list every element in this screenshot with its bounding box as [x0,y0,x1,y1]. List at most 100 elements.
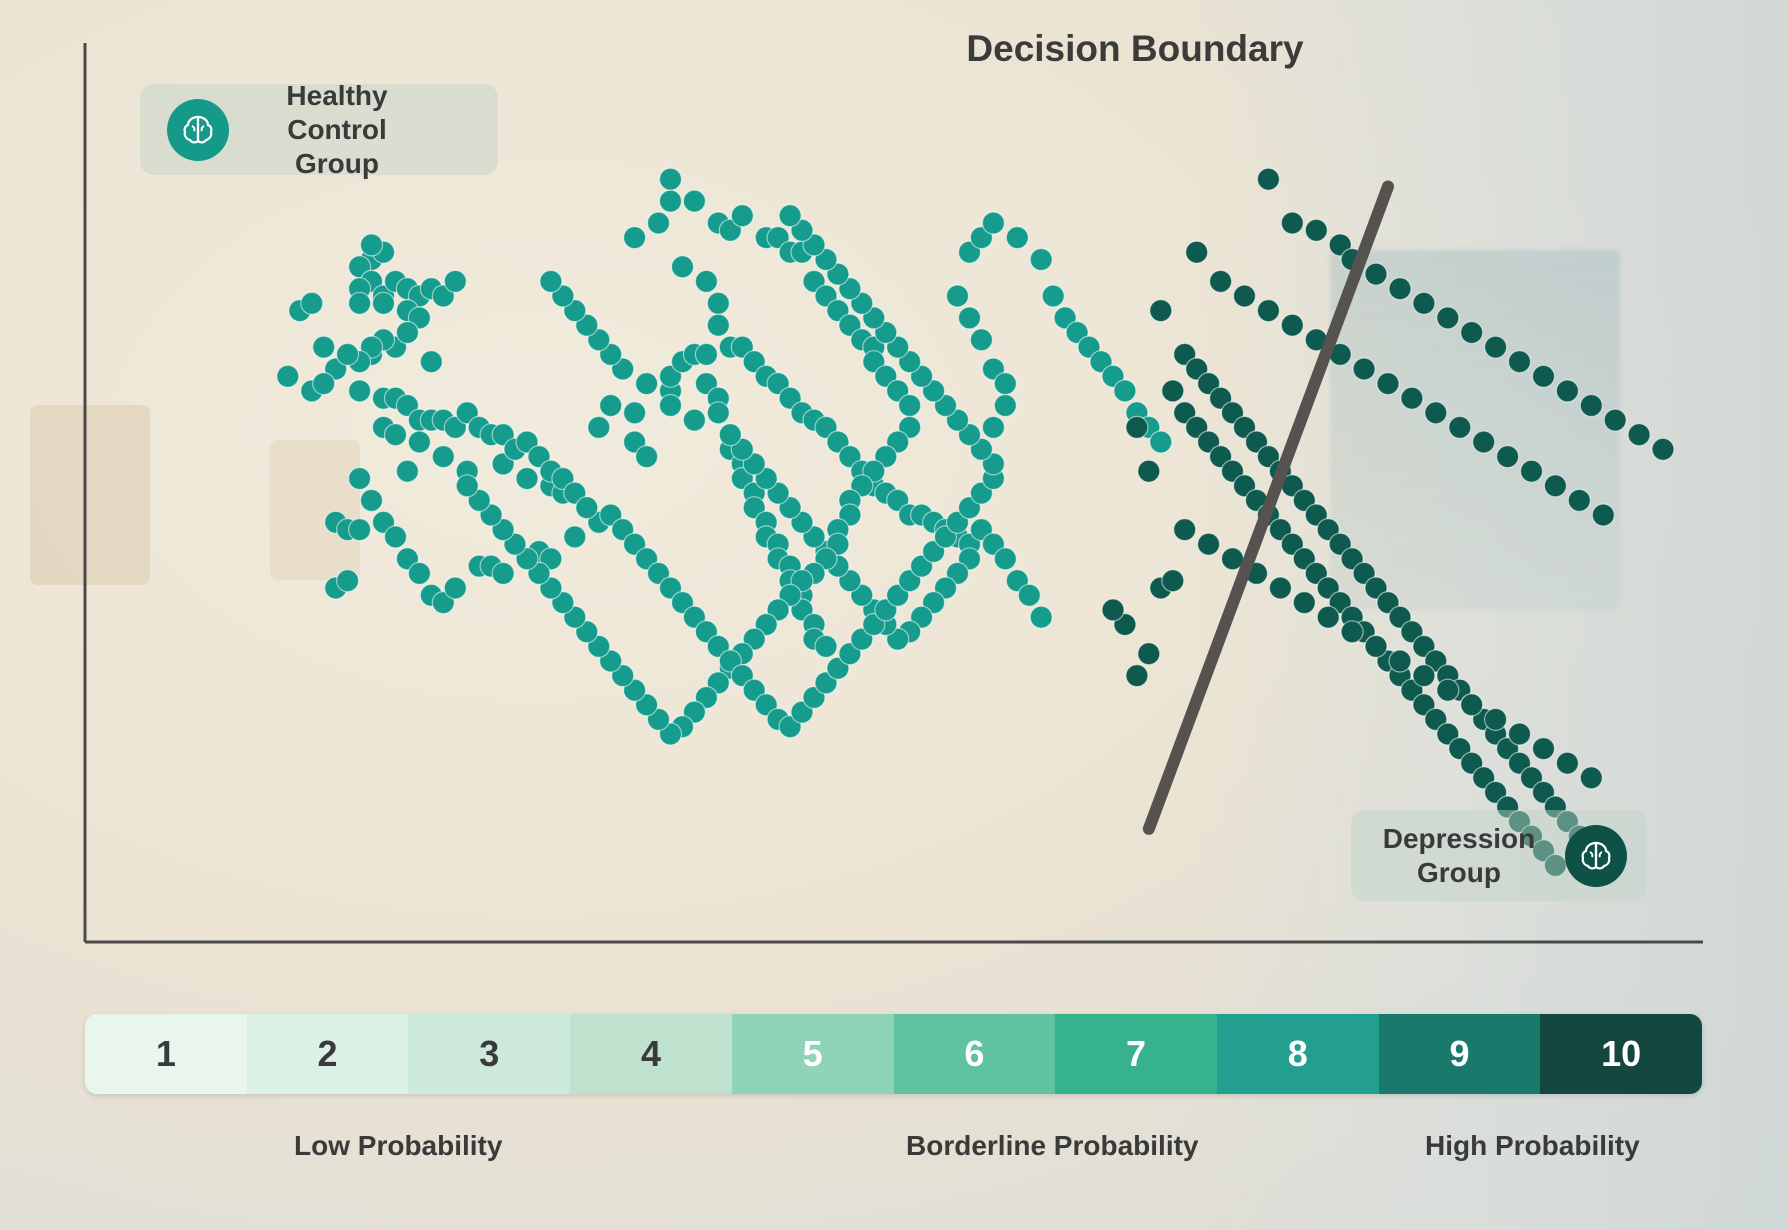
depression-point [1460,320,1484,345]
depression-point [1161,379,1185,403]
healthy-point [407,561,431,586]
depression-point [1149,299,1173,323]
legend-depression: Depression Group [1351,810,1647,901]
healthy-point [694,269,719,293]
scale-cell-10: 10 [1540,1014,1702,1094]
healthy-point [348,466,372,491]
healthy-point [993,393,1017,418]
depression-point [1472,430,1496,454]
depression-point [1412,291,1436,315]
scale-cell-6: 6 [893,1014,1056,1094]
depression-point [1591,503,1615,527]
depression-point [1555,751,1580,775]
probability-scale: 1 2 3 4 5 6 7 8 9 10 [85,1014,1702,1094]
healthy-point [395,320,419,345]
healthy-point [431,445,455,469]
depression-point [1448,415,1472,439]
depression-point [1268,576,1293,600]
depression-point [1507,350,1532,374]
healthy-point [622,401,647,425]
depression-point [1280,211,1304,235]
scale-cell-8: 8 [1216,1014,1379,1094]
depression-point [1137,459,1161,483]
decision-boundary-line [1142,180,1394,835]
legend-healthy-control: Healthy Control Group [140,80,498,179]
healthy-point [993,372,1017,396]
depression-point [1352,357,1376,381]
healthy-point [1029,247,1053,272]
healthy-point [575,496,599,520]
healthy-point [359,488,384,512]
healthy-point [312,335,336,359]
healthy-point [957,306,982,330]
healthy-point [443,269,467,293]
healthy-point [898,393,922,418]
healthy-point [1005,226,1029,250]
brain-icon [1565,824,1627,887]
healthy-point [348,517,372,542]
healthy-point [993,547,1017,571]
healthy-point [1113,379,1137,403]
healthy-point [1029,605,1053,629]
depression-point [1280,313,1304,337]
depression-point [1161,569,1185,593]
healthy-point [658,393,683,418]
depression-point [1436,678,1460,702]
depression-point [1256,299,1281,323]
scale-cell-3: 3 [408,1014,571,1094]
depression-point [1555,379,1580,403]
depression-point [1531,364,1556,388]
healthy-point [945,284,970,308]
depression-point [1519,459,1544,483]
depression-point [1388,649,1412,673]
healthy-point [539,269,563,293]
healthy-point [300,291,324,315]
legend-healthy-line2: Group [295,147,379,179]
healthy-point [563,525,587,549]
healthy-point [599,393,623,418]
depression-point [1507,722,1532,746]
depression-points [1101,167,1675,878]
healthy-point [814,634,838,659]
depression-point [1651,437,1675,461]
depression-point [1304,218,1328,242]
healthy-point [634,372,659,396]
depression-point [1292,590,1316,615]
depression-point [1376,372,1400,396]
healthy-point [706,291,730,315]
healthy-point [969,328,994,352]
healthy-point [981,415,1006,439]
depression-point [1125,663,1149,688]
depression-point [1495,445,1520,469]
healthy-point [706,313,730,337]
depression-point [1232,284,1257,308]
legend-depression-line2: Group [1417,856,1501,888]
depression-point [1185,240,1209,264]
depression-point [1579,766,1603,790]
healthy-point [336,342,360,366]
scale-label-high: High Probability [1425,1130,1640,1161]
depression-point [1364,262,1388,286]
healthy-point [658,167,683,191]
healthy-point [587,415,611,439]
scale-cell-1: 1 [85,1014,247,1094]
scale-cell-7: 7 [1055,1014,1217,1094]
depression-point [1208,269,1233,293]
depression-point [1173,517,1197,542]
healthy-point [348,291,372,315]
healthy-point [718,423,742,447]
healthy-point [682,189,707,213]
healthy-point [646,211,671,235]
brain-icon [167,98,229,161]
depression-point [1483,335,1508,359]
healthy-points [276,167,1173,746]
legend-healthy-label: Healthy Control Group [247,79,427,181]
healthy-point [515,466,539,491]
depression-point [1483,707,1508,732]
healthy-point [336,569,360,593]
healthy-point [981,211,1006,235]
healthy-point [1149,430,1173,454]
chart-title: Decision Boundary [966,28,1304,69]
depression-point [1340,620,1364,644]
